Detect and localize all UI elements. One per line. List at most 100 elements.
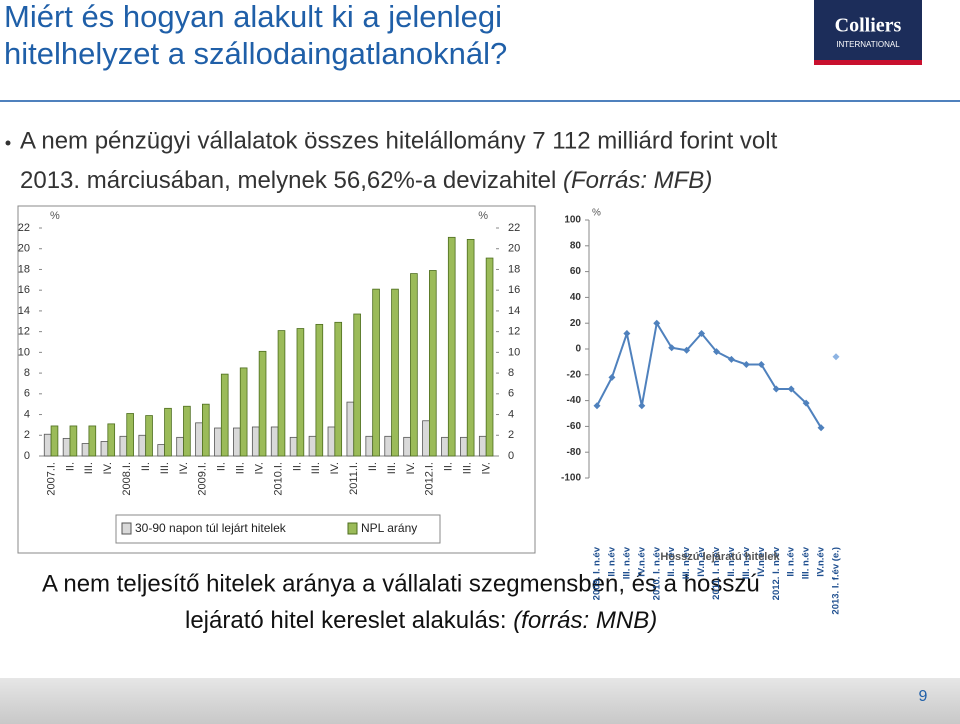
x-tick-label: IV.n.év <box>636 546 647 576</box>
x-tick-label: IV. <box>253 462 265 474</box>
y-tick-label: 20 <box>570 318 582 329</box>
x-tick-label: 2012. I. n.év <box>771 546 782 600</box>
bar <box>251 426 260 457</box>
y-tick-label: 2 <box>24 429 30 441</box>
point <box>668 344 676 352</box>
slide-title: Miért és hogyan alakult ki a jelenlegi <box>4 0 502 34</box>
y2-tick-label: 20 <box>508 243 520 255</box>
x-tick-label: II. <box>291 462 303 471</box>
bar <box>327 426 336 457</box>
x-tick-label: III. n.év <box>681 546 692 579</box>
x-tick-label: II. n.év <box>786 546 797 576</box>
x-tick-label: IV. <box>102 462 114 474</box>
line <box>596 320 822 429</box>
bar <box>176 436 184 457</box>
caption-source: (forrás: MNB) <box>513 607 657 634</box>
slide-title: hitelhelyzet a szállodaingatlanoknál? <box>4 36 507 71</box>
bar <box>447 236 456 457</box>
point <box>683 346 691 354</box>
caption: lejárató hitel kereslet alakulás: <box>185 607 507 634</box>
x-tick-label: 2009.I. <box>197 462 209 496</box>
y-unit: % <box>50 210 60 222</box>
x-tick-label: III. n.év <box>621 546 632 579</box>
point <box>713 348 720 356</box>
legend-swatch <box>121 522 132 535</box>
bar <box>100 441 109 457</box>
y2-tick-label: 12 <box>508 326 520 338</box>
bar <box>460 436 468 457</box>
bar <box>157 444 165 457</box>
x-tick-label: II. n.év <box>606 546 617 576</box>
bar <box>202 403 210 457</box>
bar <box>353 313 361 457</box>
bar <box>43 433 52 457</box>
point <box>593 402 601 410</box>
bar <box>81 443 90 457</box>
point <box>727 355 735 363</box>
bar <box>296 328 305 457</box>
y-tick-label: -60 <box>567 421 582 432</box>
y-tick-label: 6 <box>24 388 30 400</box>
point <box>757 360 765 368</box>
bar <box>183 405 191 457</box>
x-tick-label: III. <box>462 462 474 474</box>
y-tick-label: -20 <box>567 369 582 380</box>
bullet <box>5 140 11 146</box>
x-tick-label: II. <box>367 462 379 471</box>
bar <box>233 427 241 457</box>
bar <box>126 413 134 457</box>
bar <box>429 270 437 457</box>
y2-tick-label: 0 <box>508 450 514 462</box>
chart-frame <box>17 205 536 554</box>
page-number: 9 <box>919 688 928 705</box>
x-tick-label: II. <box>64 462 76 471</box>
legend-label: 30-90 napon túl lejárt hitelek <box>135 521 287 535</box>
x-tick-label: III. <box>386 462 398 474</box>
point <box>623 330 631 338</box>
bar <box>391 288 399 457</box>
x-tick-label: 2009. I. n.év <box>592 546 603 600</box>
bar <box>478 435 487 457</box>
bar <box>239 367 248 457</box>
bar <box>485 257 494 457</box>
bar <box>138 434 147 457</box>
x-tick-label: IV.n.év <box>696 546 707 576</box>
bar <box>258 350 267 457</box>
bar <box>195 422 203 457</box>
legend-label: NPL arány <box>361 521 417 535</box>
y-tick-label: 22 <box>18 222 30 234</box>
bar <box>372 288 380 457</box>
bar <box>308 435 317 457</box>
bar <box>289 436 298 457</box>
y-tick-label: 4 <box>24 408 30 420</box>
x-tick-label: IV. <box>480 462 492 474</box>
bar <box>365 435 374 457</box>
logo <box>814 0 922 60</box>
x-tick-label: 2013. I. f.év (e.) <box>831 547 842 615</box>
point <box>608 373 616 381</box>
logo-text: Colliers <box>835 15 902 37</box>
y2-tick-label: 8 <box>508 367 514 379</box>
y-tick-label: 8 <box>24 367 30 379</box>
y-tick-label: 0 <box>575 344 581 355</box>
bar <box>410 273 418 457</box>
x-tick-label: III. n.év <box>741 546 752 579</box>
y2-unit: % <box>478 210 488 222</box>
bar <box>62 437 71 457</box>
y2-tick-label: 2 <box>508 429 514 441</box>
point <box>772 385 780 393</box>
bar <box>50 425 59 457</box>
y-tick-label: -100 <box>561 473 581 484</box>
caption: lejárató hitel kereslet alakulás: (forrá… <box>185 607 657 634</box>
y2-tick-label: 14 <box>508 305 520 317</box>
bar <box>88 425 97 457</box>
bullet-text: 2013. márciusában, melynek 56,62%-a devi… <box>20 167 712 194</box>
bar <box>220 373 229 457</box>
point <box>742 360 750 368</box>
bar <box>277 330 286 457</box>
bar <box>119 435 128 457</box>
bar <box>334 321 343 457</box>
x-tick-label: 2011. I. n.év <box>711 546 722 600</box>
